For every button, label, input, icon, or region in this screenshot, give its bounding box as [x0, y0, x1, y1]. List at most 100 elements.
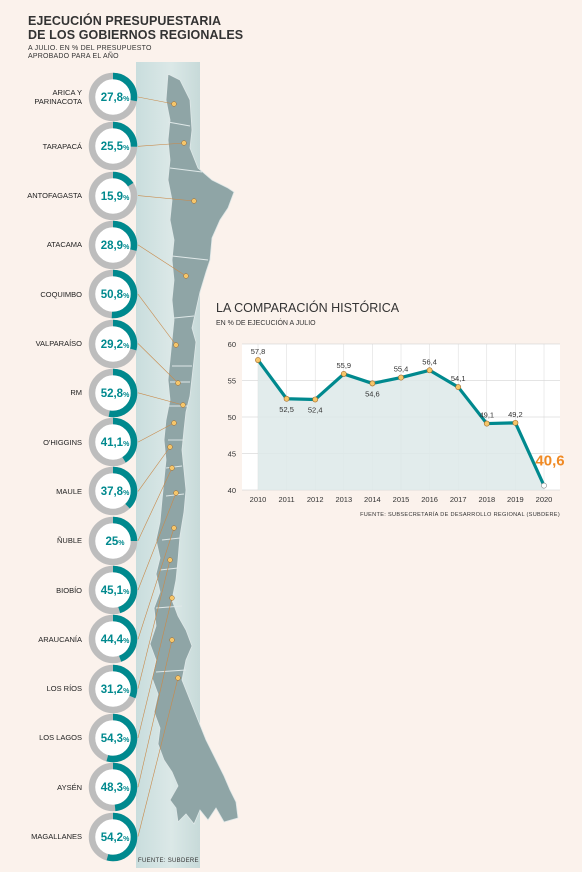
hist-x-tick-label: 2020: [536, 495, 553, 504]
hist-point-2017: [455, 384, 462, 390]
percent-sign: %: [123, 96, 130, 103]
donut-value-label: 45,1%: [101, 585, 130, 597]
hist-value-label-2010: 57,8: [251, 347, 266, 356]
map-dot-aysen: [169, 637, 175, 643]
hist-value-label-2016: 56,4: [422, 357, 437, 366]
region-label-arica-y-parinacota: ARICA Y PARINACOTA: [34, 88, 82, 106]
region-label-o-higgins: O'HIGGINS: [43, 437, 82, 447]
donut-value-arc: [88, 615, 138, 664]
donut-biobio: 45,1%: [88, 565, 138, 615]
donut-los-rios: 31,2%: [88, 664, 138, 713]
donut-value-arc: [88, 417, 138, 467]
hist-y-tick-label: 40: [228, 486, 236, 495]
hist-x-tick-label: 2016: [421, 495, 438, 504]
main-title-line-2: DE LOS GOBIERNOS REGIONALES: [28, 28, 244, 42]
percent-sign: %: [123, 737, 130, 744]
map-dot-antofagasta: [191, 198, 197, 204]
map-dot-o-higgins: [171, 420, 177, 426]
region-label-valparaiso: VALPARAÍSO: [35, 339, 82, 348]
map-dot-nuble: [169, 465, 175, 471]
donut-tarapaca: 25,5%: [88, 122, 138, 171]
region-label-biobio: BIOBÍO: [56, 585, 82, 595]
donut-atacama: 28,9%: [88, 220, 138, 270]
leader-line-arica-y-parinacota: [137, 96, 175, 105]
historical-line-chart: LA COMPARACIÓN HISTÓRICA EN % DE EJECUCIÓ…: [216, 300, 565, 518]
leader-line-biobio: [137, 492, 177, 591]
leader-line-maule: [137, 446, 171, 492]
hist-chart-subtitle: EN % DE EJECUCIÓN A JULIO: [216, 318, 316, 327]
donut-value-label: 31,2%: [101, 684, 130, 696]
hist-source-note: FUENTE: SUBSECRETARÍA DE DESARROLLO REGI…: [360, 511, 560, 518]
hist-point-2013: [340, 371, 347, 377]
donut-value-label: 44,4%: [101, 634, 130, 646]
hist-value-label-2020: 40,6: [535, 453, 564, 470]
main-subtitle-line-2: APROBADO PARA EL AÑO: [28, 53, 119, 60]
donut-arica-y-parinacota: 27,8%: [88, 72, 138, 122]
percent-sign: %: [123, 343, 130, 350]
donut-value-arc: [88, 516, 138, 565]
region-label-atacama: ATACAMA: [46, 240, 82, 250]
map-dot-maule: [167, 444, 173, 450]
map-dot-magallanes: [175, 675, 181, 681]
region-label-los-lagos: LOS LAGOS: [39, 733, 82, 743]
map-dot-biobio: [173, 490, 179, 496]
hist-y-tick-label: 50: [228, 413, 236, 422]
hist-value-label-2011: 52,5: [279, 405, 294, 414]
leader-line-araucania: [137, 527, 175, 640]
hist-value-label-2014: 54,6: [365, 389, 380, 398]
leader-line-o-higgins: [137, 422, 175, 443]
donut-value-arc: [88, 319, 138, 368]
donut-value-arc: [88, 171, 138, 220]
donut-value-label: 29,2%: [101, 339, 130, 351]
leader-line-magallanes: [137, 677, 179, 837]
donut-value-label: 50,8%: [101, 289, 130, 301]
region-label-rm: RM: [70, 388, 82, 398]
donut-value-arc: [88, 72, 138, 122]
hist-value-label-2015: 55,4: [394, 365, 409, 374]
hist-x-tick-label: 2017: [450, 495, 467, 504]
hist-x-tick-label: 2015: [393, 495, 410, 504]
map-dot-atacama: [183, 273, 189, 279]
hist-x-tick-label: 2012: [307, 495, 324, 504]
percent-sign: %: [123, 392, 130, 399]
map-dot-rm: [180, 402, 186, 408]
hist-point-2014: [369, 380, 376, 387]
donut-value-arc: [88, 269, 138, 319]
percent-sign: %: [118, 540, 125, 547]
hist-y-tick-label: 55: [228, 377, 236, 386]
donut-value-arc: [88, 467, 138, 516]
map-dot-valparaiso: [175, 380, 181, 386]
donut-araucania: 44,4%: [88, 615, 138, 664]
percent-sign: %: [123, 293, 130, 300]
hist-x-tick-label: 2014: [364, 495, 381, 504]
map-dot-coquimbo: [173, 342, 179, 348]
donut-value-label: 48,3%: [101, 782, 130, 794]
donut-value-label: 54,2%: [101, 832, 130, 844]
donut-value-arc: [88, 713, 138, 763]
region-label-coquimbo: COQUIMBO: [40, 289, 82, 299]
donut-nuble: 25%: [88, 516, 138, 565]
donut-value-arc: [88, 122, 138, 171]
hist-point-2020: [541, 482, 547, 489]
region-label-antofagasta: ANTOFAGASTA: [27, 191, 82, 201]
map-dot-tarapaca: [181, 140, 187, 146]
donut-value-label: 37,8%: [101, 486, 130, 498]
donut-value-label: 41,1%: [101, 437, 130, 449]
region-label-tarapaca: TARAPACÁ: [42, 141, 82, 151]
map-dot-araucania: [171, 525, 177, 531]
donut-coquimbo: 50,8%: [88, 269, 138, 319]
percent-sign: %: [123, 638, 130, 645]
region-label-araucania: ARAUCANÍA: [38, 634, 82, 644]
hist-point-2016: [426, 367, 433, 374]
leader-line-valparaiso: [137, 343, 179, 384]
hist-value-label-2013: 55,9: [336, 361, 351, 370]
donut-antofagasta: 15,9%: [88, 171, 138, 220]
region-label-los-rios: LOS RÍOS: [46, 684, 82, 694]
main-subtitle-line-1: A JULIO. EN % DEL PRESUPUESTO: [28, 45, 152, 52]
percent-sign: %: [123, 244, 130, 251]
hist-y-tick-label: 60: [228, 340, 236, 349]
donut-value-arc: [88, 812, 138, 861]
hist-value-label-2019: 49,2: [508, 410, 523, 419]
map-dot-los-lagos: [169, 595, 175, 601]
